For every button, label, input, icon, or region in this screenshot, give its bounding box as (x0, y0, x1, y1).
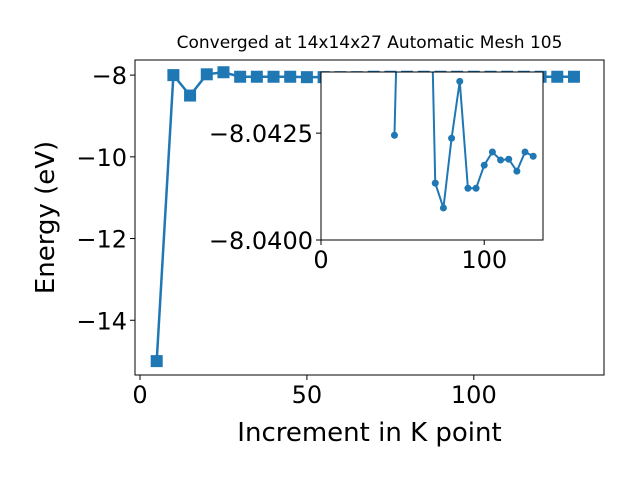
data-point (234, 70, 247, 83)
data-point (439, 204, 447, 212)
x-tick-label: 100 (461, 246, 507, 274)
plot-area (321, 72, 543, 240)
data-point (217, 66, 230, 79)
y-tick-label: −8 (92, 62, 127, 90)
chart-title: Converged at 14x14x27 Automatic Mesh 105 (177, 33, 563, 53)
data-point (390, 131, 398, 139)
data-point (300, 71, 313, 84)
y-axis-label: Energy (eV) (31, 141, 61, 294)
data-point (250, 70, 263, 83)
data-point (431, 179, 439, 187)
data-point (551, 70, 564, 83)
x-tick-label: 0 (132, 381, 147, 409)
x-tick-label: 0 (313, 246, 328, 274)
data-point (497, 156, 505, 164)
axes-frame (320, 71, 544, 241)
x-tick-label: 50 (292, 381, 323, 409)
data-point (284, 70, 297, 83)
data-point (505, 155, 513, 163)
data-point (513, 167, 521, 175)
y-tick-label: −8.0400 (209, 227, 313, 255)
data-point (200, 68, 213, 81)
y-tick-label: −14 (76, 307, 127, 335)
data-point (472, 184, 480, 192)
data-point (150, 355, 163, 368)
data-point (488, 148, 496, 156)
y-tick-label: −10 (76, 144, 127, 172)
data-point (184, 89, 197, 102)
data-point (456, 77, 464, 85)
data-point (464, 184, 472, 192)
data-point (267, 70, 280, 83)
data-point (480, 161, 488, 169)
data-point (521, 148, 529, 156)
data-point (167, 69, 180, 82)
x-tick-label: 100 (451, 381, 497, 409)
data-point (529, 152, 537, 160)
x-axis-label: Increment in K point (237, 418, 501, 448)
axes-frame (134, 59, 605, 376)
data-point (448, 134, 456, 142)
data-point (567, 70, 580, 83)
y-tick-label: −8.0425 (209, 120, 313, 148)
plot-content (390, 72, 537, 212)
y-tick-label: −12 (76, 226, 127, 254)
